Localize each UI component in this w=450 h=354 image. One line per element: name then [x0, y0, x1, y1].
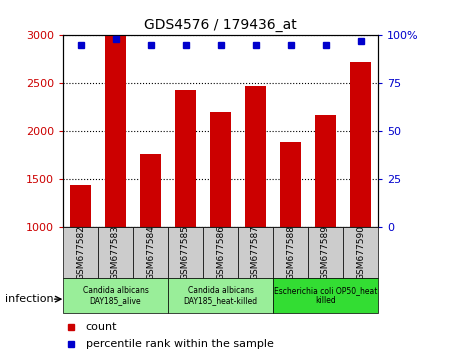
Text: count: count [86, 321, 117, 332]
Bar [245, 86, 266, 227]
Bar [63, 227, 98, 278]
Bar [343, 227, 378, 278]
Text: GSM677585: GSM677585 [181, 225, 190, 280]
Bar [98, 227, 133, 278]
Bar [350, 62, 371, 227]
Text: GSM677588: GSM677588 [286, 225, 295, 280]
Bar [203, 227, 238, 278]
Bar [308, 227, 343, 278]
Text: percentile rank within the sample: percentile rank within the sample [86, 339, 274, 349]
Bar [273, 278, 378, 313]
Bar [70, 185, 91, 227]
Bar [273, 227, 308, 278]
Text: GSM677583: GSM677583 [111, 225, 120, 280]
Title: GDS4576 / 179436_at: GDS4576 / 179436_at [144, 18, 297, 32]
Bar [168, 227, 203, 278]
Text: GSM677582: GSM677582 [76, 225, 85, 280]
Bar [133, 227, 168, 278]
Text: GSM677587: GSM677587 [251, 225, 260, 280]
Bar [140, 154, 161, 227]
Bar [210, 112, 231, 227]
Text: GSM677584: GSM677584 [146, 225, 155, 280]
Bar [315, 115, 336, 227]
Text: Candida albicans
DAY185_alive: Candida albicans DAY185_alive [82, 286, 148, 305]
Text: GSM677586: GSM677586 [216, 225, 225, 280]
Bar [175, 90, 196, 227]
Text: GSM677590: GSM677590 [356, 225, 365, 280]
Bar [105, 35, 126, 227]
Bar [280, 142, 301, 227]
Bar [168, 278, 273, 313]
Text: GSM677589: GSM677589 [321, 225, 330, 280]
Text: Candida albicans
DAY185_heat-killed: Candida albicans DAY185_heat-killed [184, 286, 257, 305]
Bar [63, 278, 168, 313]
Bar [238, 227, 273, 278]
Text: Escherichia coli OP50_heat
killed: Escherichia coli OP50_heat killed [274, 286, 377, 305]
Text: infection: infection [5, 294, 54, 304]
